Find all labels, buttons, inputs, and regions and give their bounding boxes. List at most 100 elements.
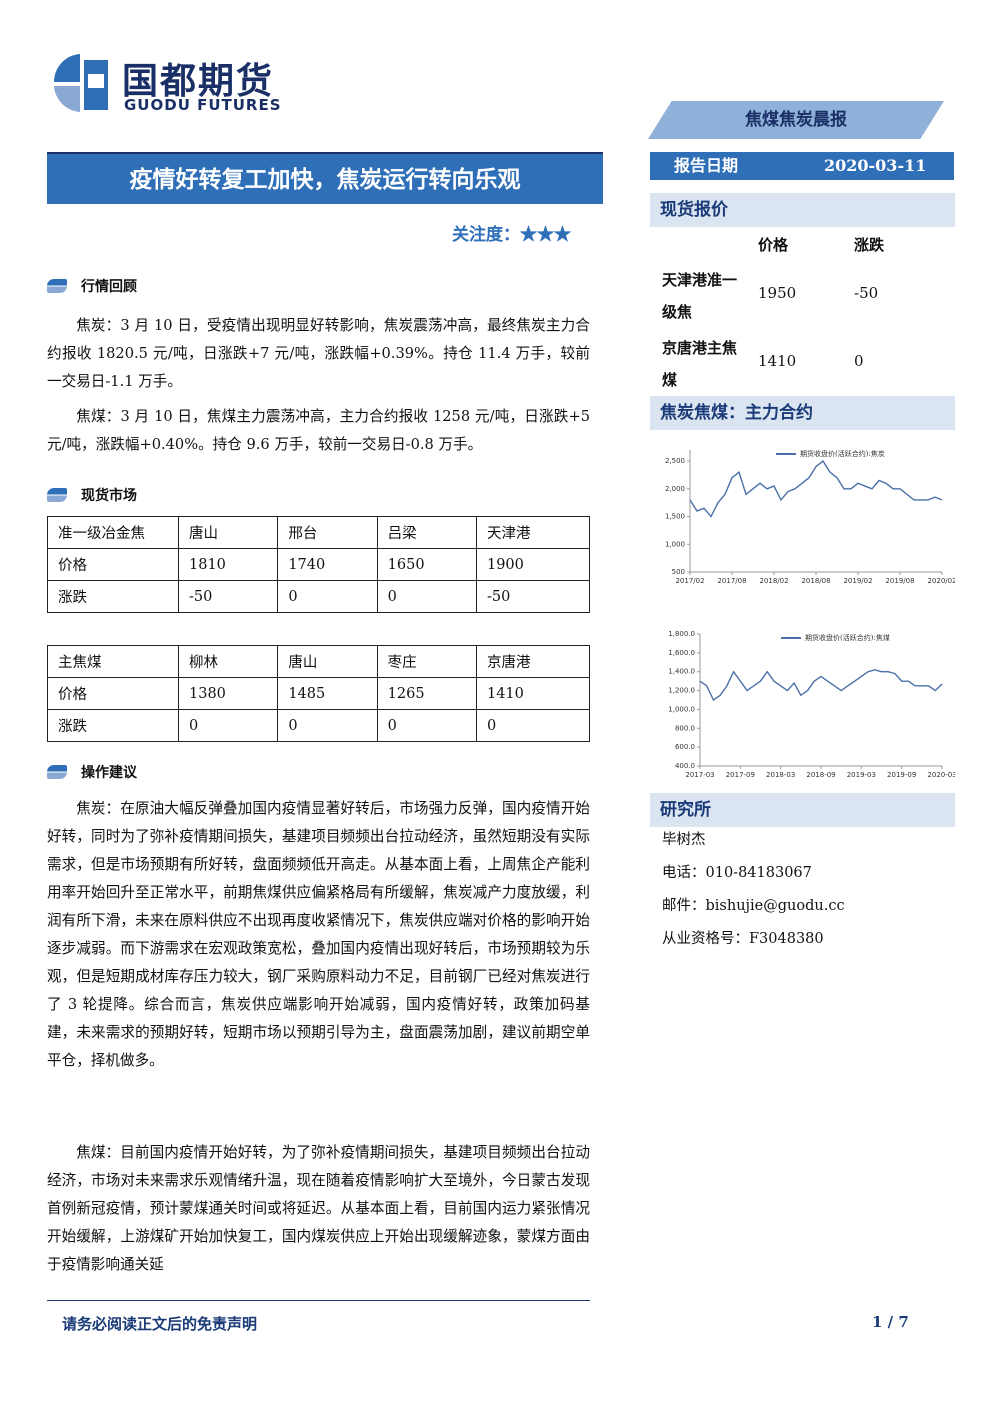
x-tick-label: 2019/02 [843, 577, 872, 585]
spot-header: 价格 [758, 236, 789, 254]
spot-value: -50 [854, 284, 879, 302]
table-cell: 主焦煤 [47, 645, 179, 678]
side-spot-table: 价格 涨跌天津港准一级焦 1950 -50 京唐港主焦煤 1410 0 [650, 228, 955, 389]
table-cell: 枣庄 [376, 645, 477, 678]
x-tick-label: 2017/08 [717, 577, 746, 585]
table-cell: 0 [277, 580, 378, 613]
table-cell: 准一级冶金焦 [47, 516, 179, 549]
table-row: 主焦煤 柳林 唐山 枣庄 京唐港 [47, 645, 591, 678]
y-tick-label: 1,600.0 [668, 649, 695, 657]
table-cell: 1740 [277, 548, 378, 581]
disclaimer: 请务必阅读正文后的免责声明 [62, 1315, 258, 1333]
table-cell: 0 [277, 709, 378, 742]
table-cell: 邢台 [277, 516, 378, 549]
research-line: 电话：010-84183067 [662, 865, 812, 881]
date-label: 报告日期 [674, 156, 739, 175]
side-heading: 研究所 [650, 793, 955, 827]
y-tick-label: 400.0 [675, 762, 695, 770]
y-tick-label: 1,200.0 [668, 687, 695, 695]
x-tick-label: 2019/08 [885, 577, 914, 585]
table-cell: 涨跌 [47, 709, 179, 742]
section-heading: 操作建议 [47, 762, 137, 782]
table-cell: -50 [177, 580, 279, 613]
section-heading: 现货市场 [47, 485, 137, 505]
chart: 400.0 600.0 800.0 1,000.0 1,200.0 1,400.0 1,60… [668, 630, 955, 779]
table-cell: 0 [475, 709, 591, 742]
legend-label: 期货收盘价(活跃合约):焦炭 [800, 449, 885, 458]
series-line [689, 460, 943, 518]
research-line: 邮件：bishujie@guodu.cc [662, 898, 845, 914]
x-tick-label: 2019-09 [887, 771, 916, 779]
date-bar: 报告日期 2020-03-11 [650, 152, 954, 180]
paragraph: 焦炭：3 月 10 日，受疫情出现明显好转影响，焦炭震荡冲高，最终焦炭主力合约报… [47, 317, 590, 390]
paragraph: 焦煤：目前国内疫情开始好转，为了弥补疫情期间损失，基建项目频频出台拉动经济，市场… [47, 1144, 590, 1273]
y-tick-label: 1,500 [665, 513, 685, 521]
table-cell: 唐山 [177, 516, 279, 549]
heading-text: 操作建议 [81, 765, 137, 781]
spot-value: 1410 [758, 352, 797, 370]
legend-label: 期货收盘价(活跃合约):焦煤 [805, 633, 890, 642]
report-type: 焦煤焦炭晨报 [648, 101, 944, 139]
logo-en: GUODU FUTURES [124, 96, 282, 114]
y-tick-label: 2,500 [665, 457, 685, 465]
y-tick-label: 1,000 [665, 540, 685, 548]
x-tick-label: 2018/08 [801, 577, 830, 585]
table-row: 价格 1810 1740 1650 1900 [47, 548, 591, 581]
research-info: 毕树杰 电话：010-84183067 邮件：bishujie@guodu.cc 从业… [662, 824, 845, 956]
spot-name: 京唐港主焦煤 [662, 339, 738, 389]
section-heading: 行情回顾 [47, 276, 137, 296]
x-tick-label: 2018-09 [806, 771, 835, 779]
table-cell: 1410 [475, 677, 591, 710]
table-cell: 柳林 [177, 645, 279, 678]
spot-value: 1950 [758, 284, 797, 302]
x-tick-label: 2017-09 [726, 771, 755, 779]
spot-table: 主焦煤 柳林 唐山 枣庄 京唐港 价格 1380 1485 1265 1410 涨跌 0 0 0 0 [47, 645, 591, 742]
logo-mark [53, 54, 108, 112]
page-number: 1 / 7 [872, 1313, 909, 1331]
table-cell: 涨跌 [47, 580, 179, 613]
y-tick-label: 600.0 [675, 743, 695, 751]
x-tick-label: 2018-03 [766, 771, 795, 779]
spot-table: 准一级冶金焦 唐山 邢台 吕梁 天津港 价格 1810 1740 1650 1900 涨跌 -50 0 0… [47, 516, 591, 613]
table-cell: 唐山 [277, 645, 378, 678]
table-cell: 京唐港 [475, 645, 591, 678]
table-cell: 0 [177, 709, 279, 742]
y-tick-label: 1,000.0 [668, 705, 695, 713]
table-row: 准一级冶金焦 唐山 邢台 吕梁 天津港 [47, 516, 591, 549]
table-cell: 吕梁 [376, 516, 477, 549]
spot-header: 涨跌 [854, 236, 885, 254]
paragraph: 焦煤：3 月 10 日，焦煤主力震荡冲高，主力合约报收 1258 元/吨，日涨跌… [47, 408, 590, 453]
y-tick-label: 800.0 [675, 724, 695, 732]
x-tick-label: 2019-03 [847, 771, 876, 779]
table-row: 涨跌 -50 0 0 -50 [47, 580, 591, 613]
chart: 500 1,000 1,500 2,000 2,500 2017/02 2017/08 201… [665, 449, 955, 585]
table-cell: -50 [475, 580, 591, 613]
table-cell: 1900 [475, 548, 591, 581]
y-tick-label: 500 [672, 568, 685, 576]
heading-text: 现货市场 [81, 488, 137, 504]
spot-name: 天津港准一级焦 [662, 271, 738, 321]
attention: 关注度：★★★ [452, 220, 571, 245]
x-tick-label: 2020-03 [927, 771, 955, 779]
attention-stars: ★★★ [520, 225, 571, 245]
logo-cn: 国都期货 [122, 61, 275, 102]
table-cell: 0 [376, 709, 477, 742]
table-cell: 1485 [277, 677, 378, 710]
table-cell: 价格 [47, 548, 179, 581]
side-heading: 现货报价 [650, 193, 955, 227]
x-tick-label: 2017/02 [675, 577, 704, 585]
report-title: 疫情好转复工加快，焦炭运行转向乐观 [47, 152, 603, 204]
spot-value: 0 [854, 352, 864, 370]
side-heading: 焦炭焦煤：主力合约 [650, 396, 955, 430]
table-cell: 1650 [376, 548, 477, 581]
y-tick-label: 1,800.0 [668, 630, 695, 638]
research-line: 毕树杰 [662, 832, 706, 848]
y-tick-label: 1,400.0 [668, 668, 695, 676]
footer-rule [47, 1300, 590, 1301]
table-cell: 1380 [177, 677, 279, 710]
table-cell: 天津港 [475, 516, 591, 549]
table-cell: 0 [376, 580, 477, 613]
y-tick-label: 2,000 [665, 485, 685, 493]
table-cell: 1810 [177, 548, 279, 581]
